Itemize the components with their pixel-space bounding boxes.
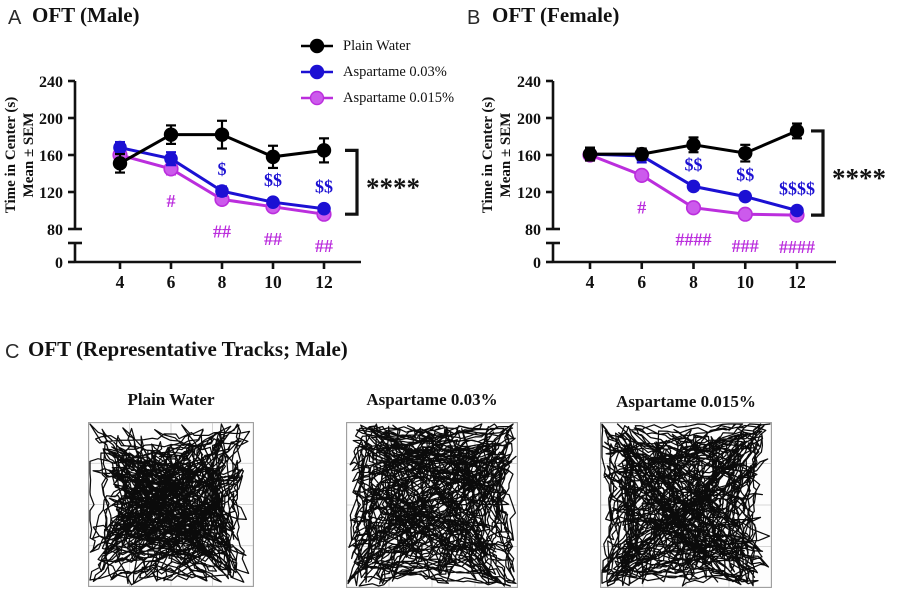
svg-text:6: 6 bbox=[167, 272, 176, 292]
svg-text:$$: $$ bbox=[315, 177, 333, 197]
y-axis-label: Time in Center (s) Mean ± SEM bbox=[480, 97, 514, 214]
panel-a-letter: A bbox=[8, 7, 22, 29]
svg-text:4: 4 bbox=[586, 272, 595, 292]
oft-female-chart: 240 200 160 120 80 0 4 6 8 10 12 Time in Center (s)… bbox=[480, 74, 886, 292]
track-plot-aspartame-003 bbox=[346, 422, 518, 588]
legend-item: Aspartame 0.015% bbox=[300, 87, 454, 109]
significance-stars: **** bbox=[366, 172, 420, 202]
svg-text:###: ### bbox=[732, 236, 759, 256]
panel-b-letter: B bbox=[467, 7, 481, 29]
svg-text:##: ## bbox=[315, 236, 333, 256]
track-label-aspartame-003: Aspartame 0.03% bbox=[366, 390, 498, 409]
significance-bracket bbox=[345, 148, 359, 216]
svg-text:12: 12 bbox=[788, 272, 806, 292]
svg-text:$$: $$ bbox=[685, 154, 703, 174]
svg-text:Mean ± SEM: Mean ± SEM bbox=[21, 113, 37, 198]
series-aspartame-0-03 bbox=[113, 140, 331, 216]
tick-labels: 240 200 160 120 80 0 4 6 8 10 12 bbox=[39, 74, 333, 292]
svg-text:200: 200 bbox=[517, 111, 541, 128]
svg-text:120: 120 bbox=[517, 185, 541, 202]
svg-text:0: 0 bbox=[55, 255, 63, 272]
legend-item-label: Plain Water bbox=[343, 37, 411, 54]
track-label-aspartame-0015: Aspartame 0.015% bbox=[616, 392, 756, 411]
svg-text:200: 200 bbox=[39, 111, 63, 128]
svg-text:80: 80 bbox=[525, 222, 541, 239]
axes bbox=[546, 79, 836, 269]
series-plain-water bbox=[112, 119, 332, 174]
significance-annotations: # $$ #### $$ ### $$$$ #### bbox=[637, 154, 815, 257]
svg-text:####: #### bbox=[779, 237, 815, 257]
axes bbox=[68, 79, 361, 269]
track-plot-plain-water bbox=[88, 422, 254, 587]
svg-text:8: 8 bbox=[689, 272, 698, 292]
y-axis-label: Time in Center (s) Mean ± SEM bbox=[3, 97, 37, 214]
svg-text:#: # bbox=[637, 197, 646, 217]
svg-text:8: 8 bbox=[218, 272, 227, 292]
svg-text:80: 80 bbox=[47, 222, 63, 239]
svg-text:240: 240 bbox=[517, 74, 541, 91]
locomotion-track-path bbox=[601, 423, 771, 587]
svg-text:12: 12 bbox=[315, 272, 333, 292]
svg-text:$: $ bbox=[218, 159, 227, 179]
svg-text:120: 120 bbox=[39, 185, 63, 202]
svg-text:240: 240 bbox=[39, 74, 63, 91]
oft-male-chart: 240 200 160 120 80 0 4 6 8 10 12 Time in Center (s)… bbox=[3, 74, 420, 292]
svg-text:####: #### bbox=[676, 230, 712, 250]
series-plain-water bbox=[582, 122, 805, 163]
svg-text:$$: $$ bbox=[264, 170, 282, 190]
panel-c-title: OFT (Representative Tracks; Male) bbox=[28, 337, 348, 361]
svg-text:160: 160 bbox=[39, 148, 63, 165]
svg-text:Time in Center (s): Time in Center (s) bbox=[3, 97, 19, 214]
panel-c-letter: C bbox=[5, 341, 20, 363]
svg-text:$$$$: $$$$ bbox=[779, 179, 815, 199]
svg-text:6: 6 bbox=[637, 272, 646, 292]
svg-text:0: 0 bbox=[533, 255, 541, 272]
tick-labels: 240 200 160 120 80 0 4 6 8 10 12 bbox=[517, 74, 806, 292]
svg-text:4: 4 bbox=[116, 272, 125, 292]
significance-stars: **** bbox=[832, 163, 886, 193]
track-label-plain-water: Plain Water bbox=[127, 390, 215, 409]
locomotion-track-path bbox=[89, 423, 251, 586]
significance-bracket bbox=[811, 129, 825, 217]
svg-text:$$: $$ bbox=[736, 165, 754, 185]
track-plot-aspartame-0015 bbox=[600, 422, 772, 588]
legend-marker-icon bbox=[301, 64, 333, 80]
panel-a-title: OFT (Male) bbox=[32, 3, 140, 27]
legend-item: Plain Water bbox=[300, 35, 454, 57]
legend-item-label: Aspartame 0.015% bbox=[343, 89, 455, 106]
legend-item: Aspartame 0.03% bbox=[300, 61, 454, 83]
svg-text:Time in Center (s): Time in Center (s) bbox=[480, 97, 496, 214]
svg-text:10: 10 bbox=[264, 272, 282, 292]
svg-text:Mean ± SEM: Mean ± SEM bbox=[498, 113, 514, 198]
legend-marker-icon bbox=[301, 38, 333, 54]
significance-annotations: # $ ## $$ ## $$ ## bbox=[167, 159, 334, 256]
svg-text:160: 160 bbox=[517, 148, 541, 165]
svg-text:#: # bbox=[167, 191, 176, 211]
panel-b-title: OFT (Female) bbox=[492, 3, 620, 27]
legend-item-label: Aspartame 0.03% bbox=[343, 63, 447, 80]
svg-text:##: ## bbox=[264, 229, 282, 249]
svg-text:10: 10 bbox=[737, 272, 755, 292]
locomotion-track-path bbox=[347, 423, 517, 587]
legend-marker-icon bbox=[301, 90, 333, 106]
chart-legend: Plain Water Aspartame 0.03% Aspartame 0.01… bbox=[300, 35, 454, 109]
svg-text:##: ## bbox=[213, 221, 231, 241]
